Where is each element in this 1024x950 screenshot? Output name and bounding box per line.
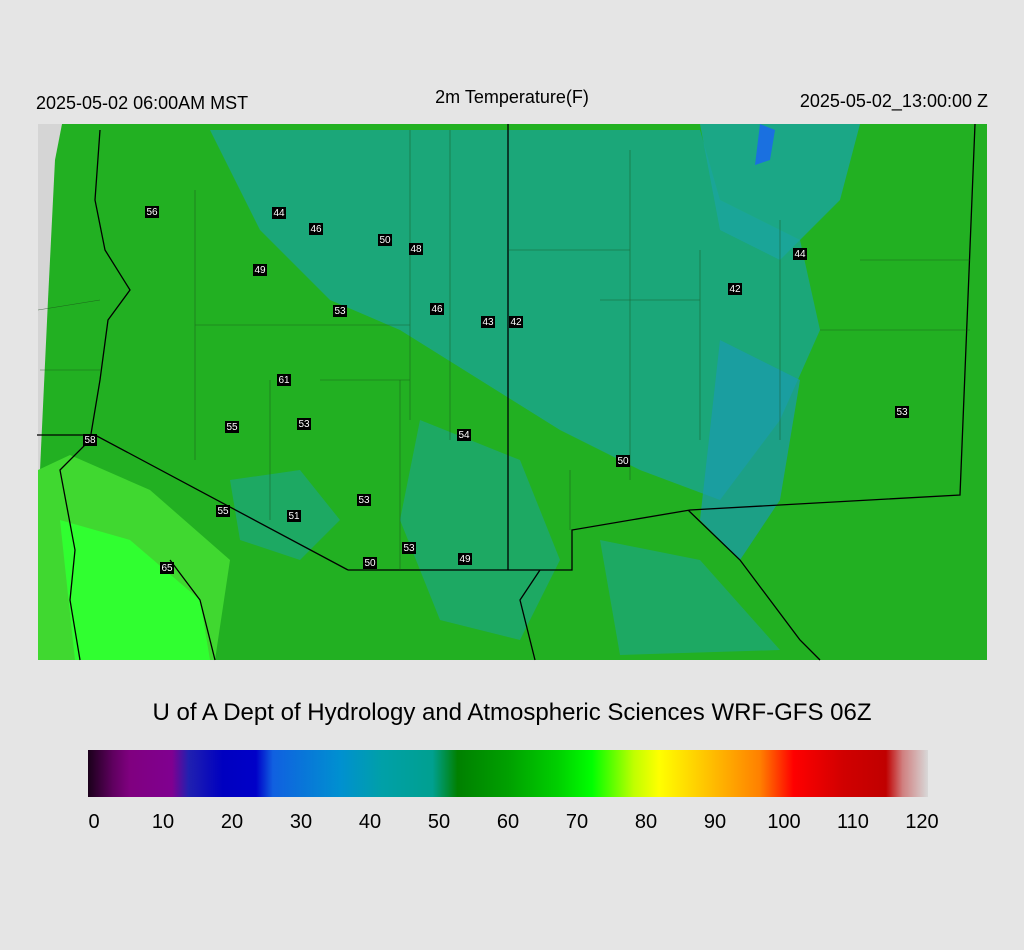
station-box <box>272 207 286 219</box>
station-box <box>458 553 472 565</box>
station-value: 42 <box>729 284 741 295</box>
colorbar-tick-label: 90 <box>704 811 726 833</box>
colorbar-tick-label: 10 <box>152 811 174 833</box>
station-value: 53 <box>298 419 310 430</box>
station-value: 49 <box>254 265 266 276</box>
station-box <box>509 316 523 328</box>
colorbar-tick-label: 100 <box>767 811 800 833</box>
colorbar-tick-label: 80 <box>635 811 657 833</box>
station-value: 50 <box>379 235 391 246</box>
credit: U of A Dept of Hydrology and Atmospheric… <box>153 699 872 726</box>
station-value: 58 <box>84 435 96 446</box>
station-value: 53 <box>334 306 346 317</box>
colorbar-tick-label: 20 <box>221 811 243 833</box>
station-box <box>225 421 239 433</box>
station-box <box>409 243 423 255</box>
station-box <box>297 418 311 430</box>
map-title: 2m Temperature(F) <box>435 87 589 107</box>
station-value: 65 <box>161 563 173 574</box>
station-value: 42 <box>510 317 522 328</box>
valid-local: 2025-05-02 06:00AM MST <box>36 93 248 113</box>
colorbar-tick-label: 70 <box>566 811 588 833</box>
station-box <box>309 223 323 235</box>
station-value: 44 <box>273 208 285 219</box>
station-box <box>457 429 471 441</box>
station-value: 61 <box>278 375 290 386</box>
station-box <box>277 374 291 386</box>
colorbar-tick-label: 30 <box>290 811 312 833</box>
colorbar-tick-label: 0 <box>88 811 99 833</box>
colorbar <box>88 750 928 797</box>
station-value: 53 <box>358 495 370 506</box>
station-value: 55 <box>217 506 229 517</box>
colorbar-tick-label: 60 <box>497 811 519 833</box>
station-box <box>333 305 347 317</box>
station-value: 46 <box>431 304 443 315</box>
colorbar-tick-label: 50 <box>428 811 450 833</box>
station-box <box>357 494 371 506</box>
station-value: 53 <box>403 543 415 554</box>
station-value: 53 <box>896 407 908 418</box>
station-box <box>287 510 301 522</box>
colorbar-tick-label: 40 <box>359 811 381 833</box>
station-value: 50 <box>617 456 629 467</box>
station-box <box>728 283 742 295</box>
colorbar-tick-label: 120 <box>905 811 938 833</box>
station-value: 56 <box>146 207 158 218</box>
colorbar-tick-label: 110 <box>837 811 869 833</box>
station-value: 43 <box>482 317 494 328</box>
station-value: 55 <box>226 422 238 433</box>
station-box <box>160 562 174 574</box>
station-value: 54 <box>458 430 470 441</box>
station-box <box>83 434 97 446</box>
map <box>37 123 987 661</box>
station-box <box>253 264 267 276</box>
station-box <box>430 303 444 315</box>
station-box <box>895 406 909 418</box>
station-value: 48 <box>410 244 422 255</box>
station-box <box>616 455 630 467</box>
station-value: 46 <box>310 224 322 235</box>
station-box <box>145 206 159 218</box>
station-value: 50 <box>364 558 376 569</box>
station-box <box>363 557 377 569</box>
station-value: 44 <box>794 249 806 260</box>
valid-utc: 2025-05-02_13:00:00 Z <box>800 91 988 112</box>
station-value: 51 <box>288 511 300 522</box>
station-value: 49 <box>459 554 471 565</box>
station-box <box>378 234 392 246</box>
station-box <box>402 542 416 554</box>
station-box <box>481 316 495 328</box>
station-box <box>793 248 807 260</box>
station-box <box>216 505 230 517</box>
